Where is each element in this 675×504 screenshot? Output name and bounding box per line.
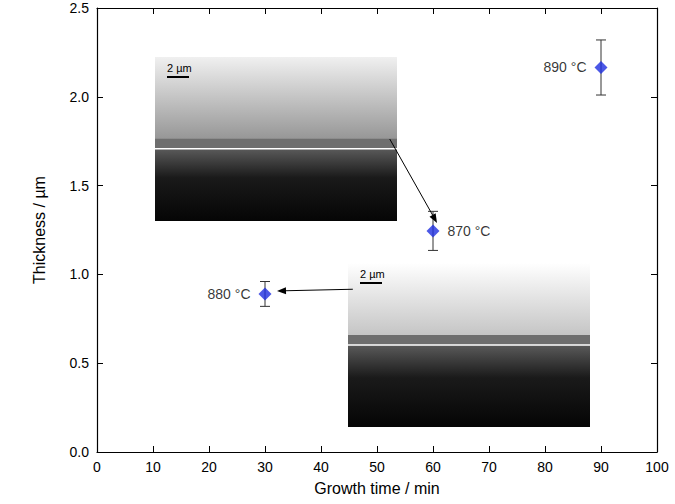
svg-text:50: 50 bbox=[369, 459, 385, 475]
svg-text:1.5: 1.5 bbox=[70, 178, 90, 194]
svg-text:2.0: 2.0 bbox=[70, 89, 90, 105]
svg-text:90: 90 bbox=[593, 459, 609, 475]
svg-text:890 °C: 890 °C bbox=[544, 59, 587, 75]
svg-text:2 µm: 2 µm bbox=[360, 268, 385, 280]
svg-text:1.0: 1.0 bbox=[70, 266, 90, 282]
svg-text:870 °C: 870 °C bbox=[448, 223, 491, 239]
svg-text:0.5: 0.5 bbox=[70, 355, 90, 371]
svg-text:20: 20 bbox=[201, 459, 217, 475]
svg-text:100: 100 bbox=[645, 459, 669, 475]
svg-text:880 °C: 880 °C bbox=[208, 286, 251, 302]
svg-text:70: 70 bbox=[481, 459, 497, 475]
svg-text:80: 80 bbox=[537, 459, 553, 475]
svg-text:Thickness / µm: Thickness / µm bbox=[31, 176, 48, 284]
svg-text:10: 10 bbox=[145, 459, 161, 475]
svg-text:60: 60 bbox=[425, 459, 441, 475]
svg-text:Growth time / min: Growth time / min bbox=[314, 480, 439, 497]
svg-text:2.5: 2.5 bbox=[70, 0, 90, 16]
svg-text:40: 40 bbox=[313, 459, 329, 475]
svg-text:30: 30 bbox=[257, 459, 273, 475]
svg-text:0: 0 bbox=[93, 459, 101, 475]
svg-text:2 µm: 2 µm bbox=[167, 62, 192, 74]
svg-text:0.0: 0.0 bbox=[70, 444, 90, 460]
